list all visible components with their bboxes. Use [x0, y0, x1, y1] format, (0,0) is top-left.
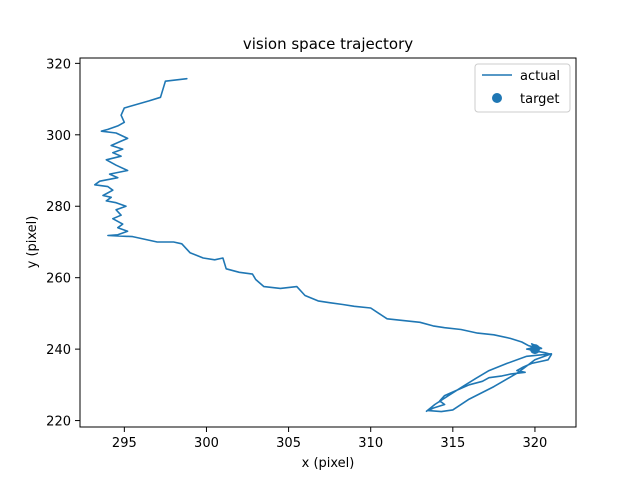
x-tick-label: 300 — [194, 436, 219, 451]
y-tick-label: 320 — [46, 57, 71, 72]
axes-frame — [79, 57, 577, 428]
y-tick-label: 260 — [46, 272, 71, 287]
x-axis: 295 300 305 310 315 320 — [112, 427, 547, 451]
target-point — [529, 344, 540, 355]
plot-area — [94, 77, 553, 413]
y-tick-label: 220 — [46, 415, 71, 430]
legend-swatch-target — [492, 93, 502, 103]
y-axis-label: y (pixel) — [25, 216, 40, 269]
legend: actual target — [474, 63, 571, 113]
x-tick-label: 305 — [276, 436, 301, 451]
legend-label-actual: actual — [520, 69, 560, 84]
y-axis: 220 240 260 280 300 320 — [46, 57, 80, 430]
y-tick-label: 240 — [46, 343, 71, 358]
series-points-target — [529, 344, 540, 355]
x-axis-label: x (pixel) — [302, 456, 355, 471]
x-tick-label: 320 — [523, 436, 548, 451]
x-tick-label: 295 — [112, 436, 137, 451]
y-tick-label: 300 — [46, 129, 71, 144]
y-tick-label: 280 — [46, 200, 71, 215]
legend-label-target: target — [520, 92, 560, 107]
chart-title: vision space trajectory — [243, 35, 413, 53]
series-line-actual — [94, 77, 553, 413]
x-tick-label: 315 — [440, 436, 465, 451]
x-tick-label: 310 — [358, 436, 383, 451]
